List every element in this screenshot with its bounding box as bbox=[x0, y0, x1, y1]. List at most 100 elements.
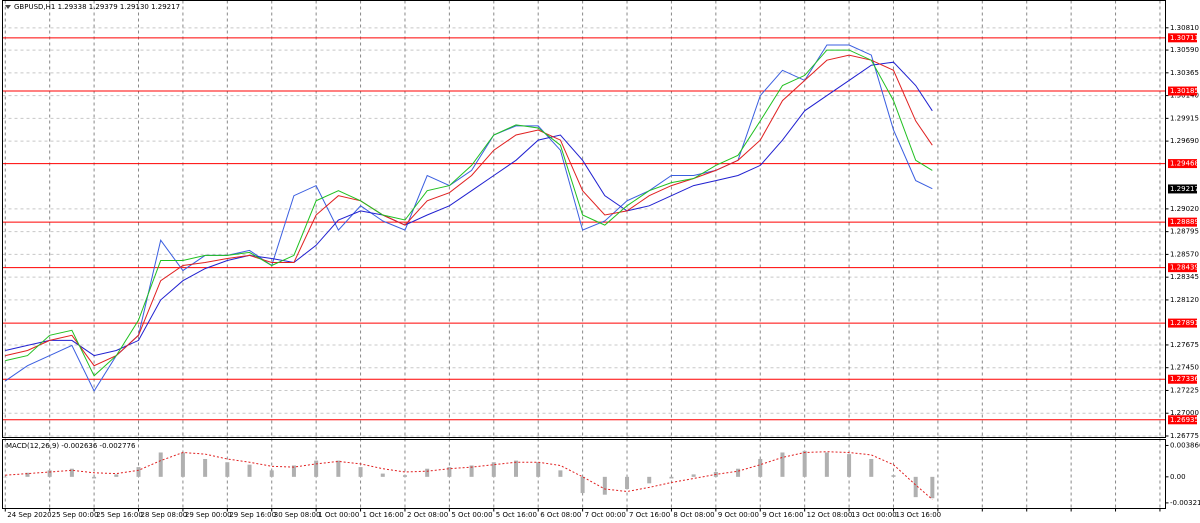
macd-bar bbox=[380, 473, 385, 477]
level-label: 1.26935 bbox=[1170, 416, 1199, 424]
x-tick-label: 8 Oct 08:00 bbox=[673, 511, 714, 519]
macd-bar bbox=[736, 468, 741, 477]
level-tag bbox=[1168, 217, 1197, 227]
y-tick-label: 1.30810 bbox=[1170, 24, 1199, 32]
macd-bar bbox=[513, 460, 518, 477]
macd-bar bbox=[180, 452, 185, 477]
macd-bar bbox=[580, 476, 585, 494]
macd-bar bbox=[869, 458, 874, 477]
x-tick-label: 24 Sep 2020 bbox=[7, 511, 51, 519]
chart-title: GBPUSD,H1 1.29338 1.29379 1.29130 1.2921… bbox=[14, 3, 180, 11]
macd-bar bbox=[225, 462, 230, 477]
y-tick-label: 1.30140 bbox=[1170, 92, 1199, 100]
macd-bar bbox=[647, 476, 652, 484]
y-tick-label: 1.29690 bbox=[1170, 137, 1199, 145]
y-tick-label: 1.29915 bbox=[1170, 114, 1199, 122]
y-tick-label: 1.28120 bbox=[1170, 296, 1199, 304]
macd-bar bbox=[69, 468, 74, 477]
macd-bar bbox=[336, 460, 341, 477]
x-tick-label: 7 Oct 00:00 bbox=[585, 511, 626, 519]
macd-bar bbox=[158, 452, 163, 477]
level-tag bbox=[1168, 374, 1197, 384]
y-tick-label: 1.30590 bbox=[1170, 46, 1199, 54]
y-tick-label: 1.28345 bbox=[1170, 273, 1199, 281]
y-tick-label: -0.00321 bbox=[1170, 499, 1200, 507]
level-tag bbox=[1168, 86, 1197, 96]
price-line bbox=[5, 44, 933, 393]
macd-bar bbox=[114, 474, 119, 477]
macd-bar bbox=[425, 468, 430, 477]
price-line bbox=[5, 49, 933, 377]
macd-bar bbox=[314, 460, 319, 477]
macd-bar bbox=[47, 470, 52, 477]
macd-bar bbox=[291, 465, 296, 477]
macd-title: MACD(12,26,9) -0.002636 -0.002776 bbox=[6, 442, 136, 450]
y-tick-label: 1.27000 bbox=[1170, 409, 1199, 417]
y-tick-label: 1.27675 bbox=[1170, 341, 1199, 349]
x-tick-label: 9 Oct 00:00 bbox=[718, 511, 759, 519]
macd-bar bbox=[847, 454, 852, 477]
macd-bar bbox=[491, 462, 496, 477]
macd-bar bbox=[691, 474, 696, 477]
macd-bar bbox=[824, 452, 829, 477]
y-tick-label: 0.003866 bbox=[1170, 441, 1200, 449]
x-tick-label: 29 Sep 00:00 bbox=[185, 511, 232, 519]
x-tick-label: 25 Sep 16:00 bbox=[96, 511, 143, 519]
x-tick-label: 9 Oct 16:00 bbox=[762, 511, 803, 519]
macd-bar bbox=[136, 467, 141, 477]
x-tick-label: 5 Oct 16:00 bbox=[496, 511, 537, 519]
x-tick-label: 1 Oct 00:00 bbox=[318, 511, 359, 519]
x-tick-label: 5 Oct 00:00 bbox=[451, 511, 492, 519]
x-tick-label: 13 Oct 16:00 bbox=[895, 511, 941, 519]
price-tag bbox=[1168, 184, 1197, 194]
macd-bar bbox=[891, 475, 896, 477]
level-tag bbox=[1168, 318, 1197, 328]
macd-bar bbox=[913, 476, 918, 498]
x-tick-label: 30 Sep 08:00 bbox=[274, 511, 321, 519]
level-tag bbox=[1168, 415, 1197, 425]
y-tick-label: 0.00 bbox=[1170, 473, 1186, 481]
x-tick-label: 29 Sep 16:00 bbox=[229, 511, 276, 519]
macd-bar bbox=[930, 476, 935, 499]
macd-bar bbox=[269, 470, 274, 477]
y-tick-label: 1.29020 bbox=[1170, 205, 1199, 213]
symbol-icon[interactable] bbox=[5, 5, 11, 9]
y-tick-label: 1.28570 bbox=[1170, 250, 1199, 258]
macd-bar bbox=[558, 470, 563, 477]
y-tick-label: 1.30365 bbox=[1170, 69, 1199, 77]
y-tick-label: 1.28795 bbox=[1170, 228, 1199, 236]
signal-line bbox=[5, 451, 933, 500]
macd-bar bbox=[447, 467, 452, 477]
level-tag bbox=[1168, 159, 1197, 169]
level-label: 1.28889 bbox=[1170, 218, 1199, 226]
x-tick-label: 13 Oct 00:00 bbox=[851, 511, 897, 519]
macd-bar bbox=[358, 467, 363, 477]
macd-bar bbox=[625, 476, 630, 490]
level-label: 1.27891 bbox=[1170, 319, 1199, 327]
x-tick-label: 1 Oct 16:00 bbox=[363, 511, 404, 519]
level-label: 1.30711 bbox=[1170, 34, 1199, 42]
macd-bar bbox=[247, 464, 252, 477]
price-line bbox=[5, 54, 933, 367]
x-tick-label: 25 Sep 00:00 bbox=[52, 511, 99, 519]
price-line bbox=[5, 61, 933, 357]
macd-bar bbox=[602, 476, 607, 495]
level-label: 1.28439 bbox=[1170, 264, 1199, 272]
macd-bar bbox=[802, 450, 807, 477]
level-label: 1.29468 bbox=[1170, 160, 1199, 168]
level-label: 1.30185 bbox=[1170, 87, 1199, 95]
macd-panel-border bbox=[2, 439, 1166, 509]
macd-bar bbox=[669, 476, 674, 479]
level-label: 1.27336 bbox=[1170, 375, 1199, 383]
macd-bar bbox=[92, 476, 97, 479]
y-tick-label: 1.27225 bbox=[1170, 386, 1199, 394]
price-label: 1.29217 bbox=[1170, 185, 1199, 193]
y-tick-label: 1.27450 bbox=[1170, 364, 1199, 372]
macd-bar bbox=[469, 465, 474, 477]
level-tag bbox=[1168, 33, 1197, 43]
y-tick-label: 1.26775 bbox=[1170, 432, 1199, 440]
x-tick-label: 7 Oct 16:00 bbox=[629, 511, 670, 519]
x-tick-label: 28 Sep 08:00 bbox=[141, 511, 188, 519]
